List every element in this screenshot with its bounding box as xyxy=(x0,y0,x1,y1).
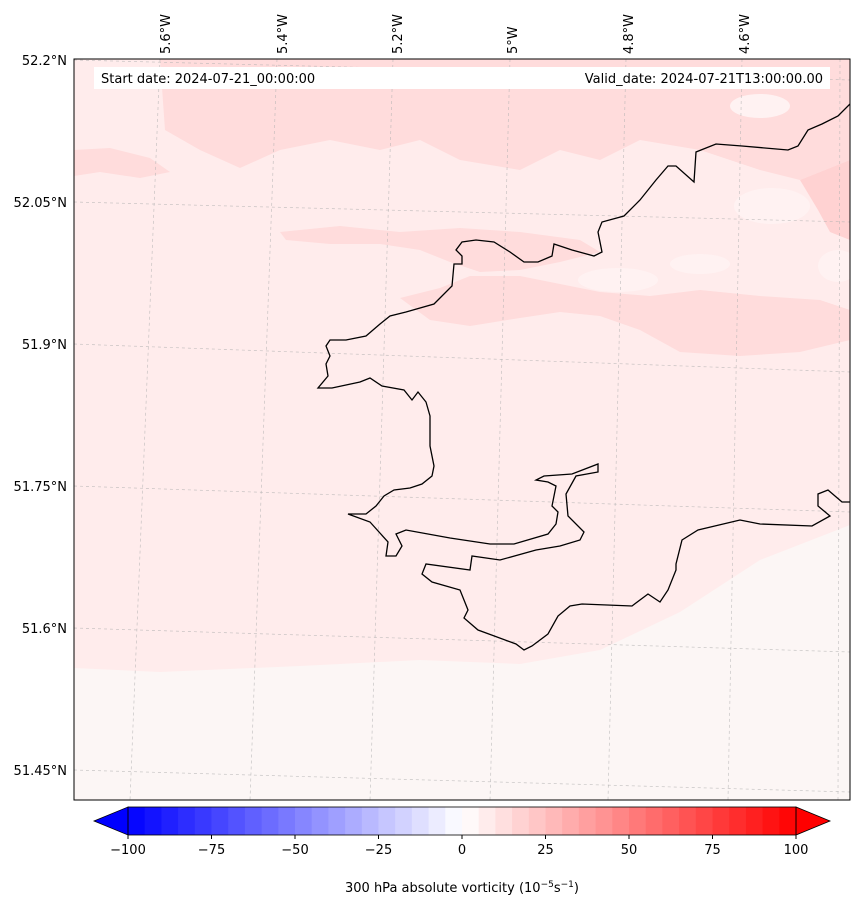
lon-tick-label: 5°W xyxy=(506,26,521,54)
colorbar-segment xyxy=(311,807,329,835)
colorbar-segment xyxy=(528,807,546,835)
colorbar-segment xyxy=(578,807,597,835)
lat-tick-label: 52.2°N xyxy=(22,54,67,69)
date-annotation-box xyxy=(94,67,830,89)
map-panel xyxy=(74,59,850,800)
colorbar-segment xyxy=(261,807,279,835)
colorbar-tick-label: 75 xyxy=(704,843,721,858)
colorbar-segment xyxy=(595,807,613,835)
colorbar-segment xyxy=(211,807,229,835)
colorbar-segment xyxy=(395,807,413,835)
colorbar-segment xyxy=(411,807,430,835)
map-frame xyxy=(73,58,851,801)
colorbar-segment xyxy=(462,807,480,835)
vorticity-min-region xyxy=(818,250,850,282)
colorbar-segment xyxy=(295,807,313,835)
colorbar-segment xyxy=(478,807,496,835)
colorbar-segment xyxy=(378,807,396,835)
lon-tick-labels: 5.6°W 5.4°W 5.2°W 5°W 4.8°W 4.6°W xyxy=(159,14,753,54)
colorbar-segment xyxy=(445,807,463,835)
colorbar-segment xyxy=(729,807,747,835)
vorticity-high-region xyxy=(800,160,850,240)
colorbar-segment xyxy=(345,807,363,835)
colorbar-segment xyxy=(629,807,647,835)
colorbar-tick-label: 100 xyxy=(784,843,809,858)
colorbar-segment xyxy=(679,807,697,835)
colorbar-segment xyxy=(495,807,513,835)
colorbar-segment xyxy=(779,807,797,835)
colorbar-tick-label: 50 xyxy=(621,843,638,858)
colorbar-max-arrow xyxy=(795,806,832,836)
vorticity-min-region xyxy=(578,268,658,292)
colorbar-ticks: −100 −75 −50 −25 0 25 50 75 100 xyxy=(110,835,808,858)
colorbar-segment xyxy=(144,807,162,835)
colorbar-segment xyxy=(428,807,446,835)
colorbar-label: 300 hPa absolute vorticity (10−5s−1) xyxy=(345,880,579,896)
vorticity-high-region xyxy=(280,226,600,272)
lat-tick-label: 51.75°N xyxy=(14,480,67,495)
lat-tick-labels: 52.2°N 52.05°N 51.9°N 51.75°N 51.6°N 51.… xyxy=(14,54,67,779)
colorbar-segment xyxy=(244,807,263,835)
colorbar-segment xyxy=(645,807,663,835)
vorticity-min-region xyxy=(730,94,790,118)
colorbar-segment xyxy=(695,807,713,835)
colorbar-segment xyxy=(128,807,146,835)
vorticity-high-region xyxy=(74,148,170,178)
colorbar-min-arrow xyxy=(92,806,129,836)
lon-tick-label: 5.4°W xyxy=(276,14,291,54)
lon-gridlines xyxy=(129,59,841,800)
lat-tick-label: 52.05°N xyxy=(14,196,67,211)
vorticity-high-region xyxy=(400,276,850,356)
colorbar-tick-label: −75 xyxy=(198,843,225,858)
colorbar-segment xyxy=(361,807,379,835)
colorbar-tick-label: 0 xyxy=(458,843,466,858)
lat-tick-label: 51.45°N xyxy=(14,764,67,779)
lon-tick-label: 4.6°W xyxy=(738,14,753,54)
colorbar-segment xyxy=(178,807,196,835)
colorbar-segment xyxy=(545,807,563,835)
colorbar: −100 −75 −50 −25 0 25 50 75 100 300 hPa absolute… xyxy=(92,806,832,896)
colorbar-segments xyxy=(128,807,797,835)
colorbar-segment xyxy=(512,807,530,835)
colorbar-segment xyxy=(562,807,580,835)
colorbar-segment xyxy=(228,807,246,835)
colorbar-segment xyxy=(194,807,212,835)
lat-tick-label: 51.6°N xyxy=(22,622,67,637)
lon-tick-label: 5.6°W xyxy=(159,14,174,54)
colorbar-segment xyxy=(662,807,680,835)
colorbar-tick-label: 25 xyxy=(537,843,554,858)
colorbar-tick-label: −25 xyxy=(365,843,392,858)
colorbar-segment xyxy=(328,807,346,835)
vorticity-high-region xyxy=(160,59,850,180)
valid-date-label: Valid_date: 2024-07-21T13:00:00.00 xyxy=(585,72,823,87)
colorbar-segment xyxy=(612,807,630,835)
vorticity-min-region xyxy=(734,188,810,224)
coastline xyxy=(316,103,850,651)
colorbar-segment xyxy=(161,807,179,835)
vorticity-low-region xyxy=(74,525,850,800)
lon-tick-label: 4.8°W xyxy=(622,14,637,54)
colorbar-segment xyxy=(278,807,296,835)
vorticity-min-region xyxy=(670,254,730,274)
colorbar-segment xyxy=(712,807,730,835)
start-date-label: Start date: 2024-07-21_00:00:00 xyxy=(101,72,315,87)
colorbar-segment xyxy=(745,807,764,835)
colorbar-segment xyxy=(762,807,780,835)
lon-tick-label: 5.2°W xyxy=(391,14,406,54)
colorbar-tick-label: −50 xyxy=(281,843,308,858)
lat-tick-label: 51.9°N xyxy=(22,338,67,353)
colorbar-tick-label: −100 xyxy=(110,843,146,858)
